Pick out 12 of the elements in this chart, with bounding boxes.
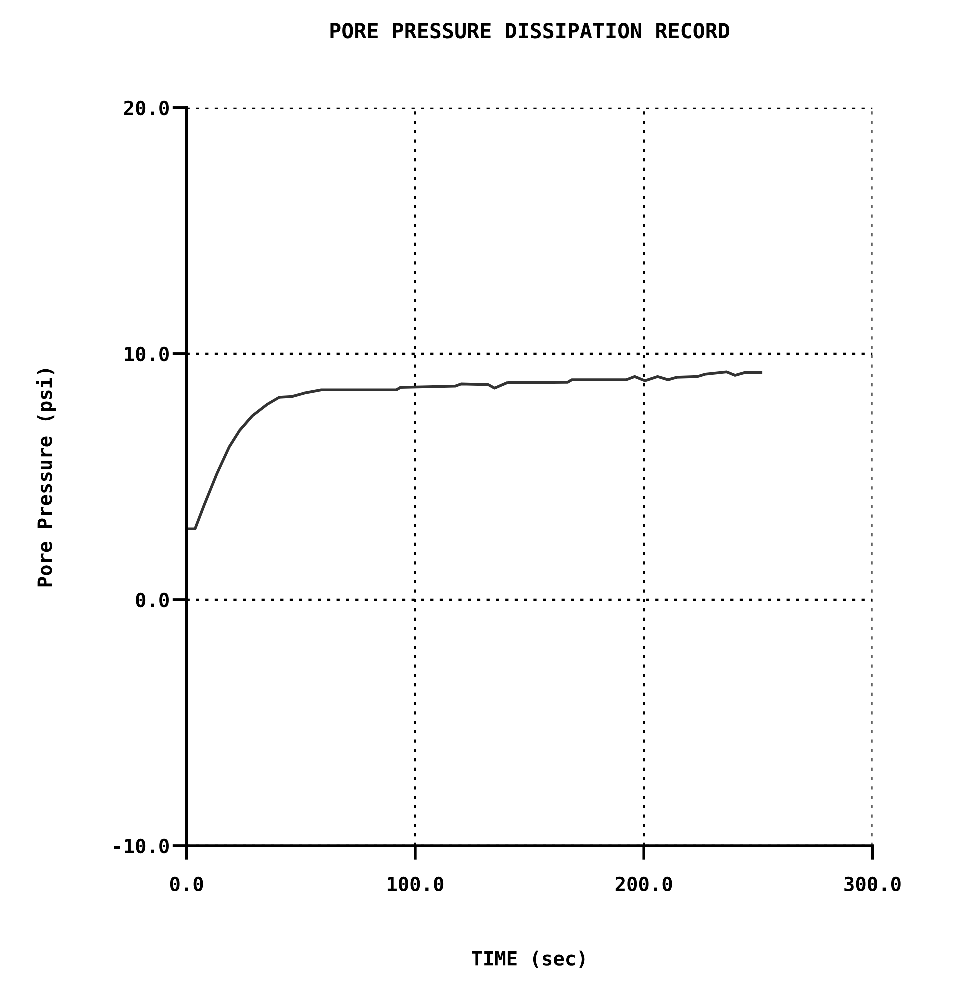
x-axis-title: TIME (sec) <box>472 950 585 968</box>
y-tick-label: 20.0 <box>124 100 169 116</box>
line-series <box>186 370 763 530</box>
y-tick-label: 0.0 <box>136 592 169 608</box>
x-tick-label: 100.0 <box>388 876 444 892</box>
x-tick-label: 200.0 <box>616 876 672 892</box>
x-tick-label: 300.0 <box>844 876 901 892</box>
y-tick-label: 10.0 <box>125 346 169 362</box>
y-axis-title: Pore Pressure (psi) <box>36 369 56 587</box>
x-tick-label: 0.0 <box>170 876 204 892</box>
chart-title: PORE PRESSURE DISSIPATION RECORD <box>330 23 730 39</box>
y-tick-label: -10.0 <box>114 838 169 854</box>
